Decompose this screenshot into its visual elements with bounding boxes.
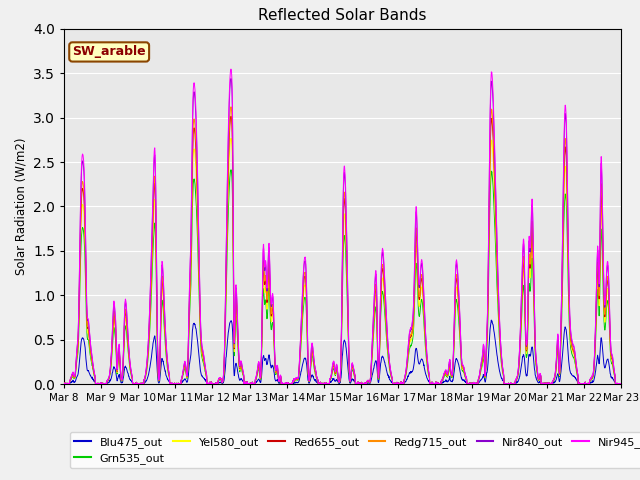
- Text: SW_arable: SW_arable: [72, 46, 146, 59]
- Y-axis label: Solar Radiation (W/m2): Solar Radiation (W/m2): [15, 138, 28, 275]
- Legend: Blu475_out, Grn535_out, Yel580_out, Red655_out, Redg715_out, Nir840_out, Nir945_: Blu475_out, Grn535_out, Yel580_out, Red6…: [70, 432, 640, 468]
- Title: Reflected Solar Bands: Reflected Solar Bands: [258, 9, 427, 24]
